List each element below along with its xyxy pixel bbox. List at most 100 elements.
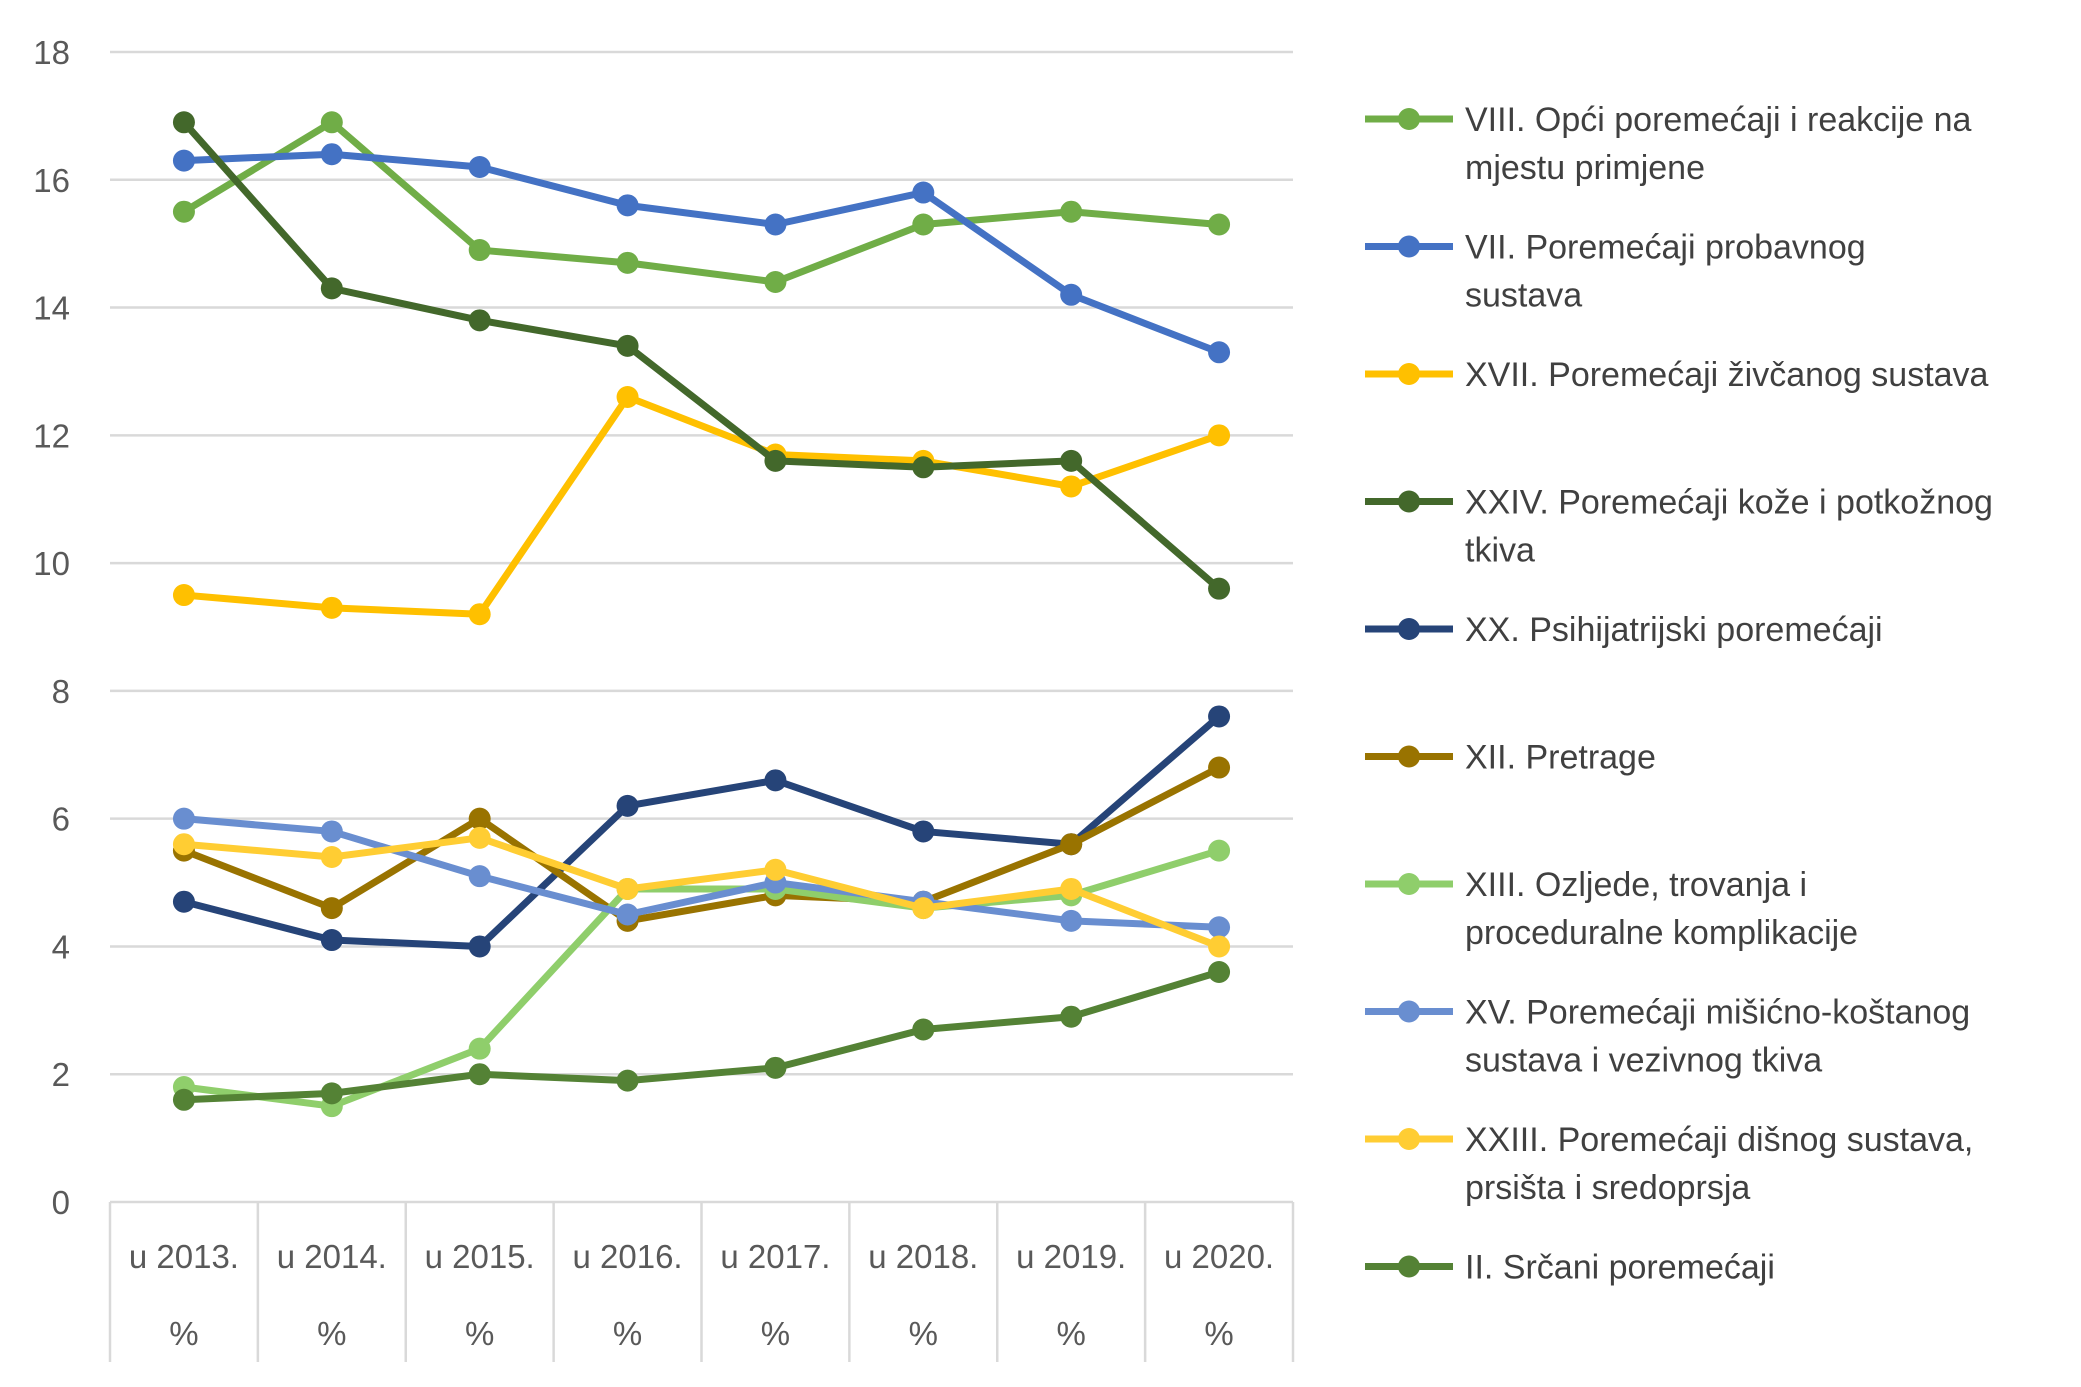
legend-item: XX. Psihijatrijski poremećaji xyxy=(1365,611,1883,649)
data-point xyxy=(320,111,343,134)
legend: VIII. Opći poremećaji i reakcije na mjest… xyxy=(1365,101,1993,1287)
data-point xyxy=(320,846,343,868)
legend-swatch-marker xyxy=(1398,235,1420,258)
y-tick-label: 10 xyxy=(33,545,70,582)
data-point xyxy=(1208,916,1231,939)
data-point xyxy=(320,143,343,166)
data-point xyxy=(320,897,343,920)
data-point xyxy=(320,820,343,843)
legend-label: XXIII. Poremećaji dišnog sustava, xyxy=(1465,1121,1973,1159)
series-line xyxy=(180,847,1223,1110)
data-point xyxy=(616,194,639,217)
legend-swatch-marker xyxy=(1398,873,1420,895)
series-line xyxy=(180,968,1223,1104)
series-line xyxy=(180,764,1223,925)
data-point xyxy=(1208,705,1231,728)
data-point xyxy=(172,111,195,134)
data-point xyxy=(616,251,639,274)
axes: 0 2 4 6 8 10 12 14 16 18 u 2013.% u 2014.% u 2015.% u… xyxy=(33,34,1295,1362)
y-tick-label: 0 xyxy=(52,1184,70,1221)
series-4 xyxy=(172,111,1231,600)
series-10 xyxy=(172,961,1231,1111)
data-point xyxy=(912,213,935,236)
x-tick-unit-label: % xyxy=(1204,1315,1233,1352)
series-line xyxy=(180,118,1223,286)
y-tick-label: 18 xyxy=(33,34,70,71)
data-point xyxy=(1060,833,1083,856)
data-point xyxy=(468,603,491,626)
data-point xyxy=(468,239,491,262)
legend-item: II. Srčani poremećaji xyxy=(1365,1249,1775,1287)
data-point xyxy=(912,1018,935,1041)
x-tick-unit-label: % xyxy=(909,1315,938,1352)
data-point xyxy=(320,929,343,952)
data-point xyxy=(1208,577,1231,600)
data-point xyxy=(1208,213,1231,236)
data-point xyxy=(764,858,787,881)
y-tick-label: 16 xyxy=(33,162,70,199)
data-point xyxy=(320,277,343,300)
legend-label: XXIV. Poremećaji kože i potkožnog xyxy=(1465,484,1993,522)
data-point xyxy=(172,833,195,856)
data-point xyxy=(1060,475,1083,498)
x-tick-label: u 2015. xyxy=(425,1238,535,1275)
legend-item: VIII. Opći poremećaji i reakcije na mjest… xyxy=(1365,101,1972,187)
legend-swatch-marker xyxy=(1398,363,1420,385)
series-1 xyxy=(172,111,1231,293)
plot-area xyxy=(172,111,1231,1118)
data-point xyxy=(172,584,195,607)
x-tick-label: u 2019. xyxy=(1016,1238,1126,1275)
data-point xyxy=(468,935,491,958)
legend-swatch-marker xyxy=(1398,1255,1420,1278)
data-point xyxy=(320,1082,343,1105)
data-point xyxy=(616,877,639,900)
legend-swatch-marker xyxy=(1398,108,1420,130)
data-point xyxy=(1208,341,1231,364)
y-tick-label: 2 xyxy=(52,1056,70,1093)
legend-label: mjestu primjene xyxy=(1465,149,1705,187)
y-tick-label: 14 xyxy=(33,290,70,327)
series-5 xyxy=(172,705,1231,958)
x-tick-label: u 2020. xyxy=(1164,1238,1274,1275)
legend-item: XXIII. Poremećaji dišnog sustava, prsišta… xyxy=(1365,1121,1973,1207)
data-point xyxy=(320,596,343,619)
data-point xyxy=(616,1069,639,1092)
series-line xyxy=(180,815,1223,931)
gridlines xyxy=(110,50,1293,1076)
legend-swatch-marker xyxy=(1398,1000,1420,1023)
series-line xyxy=(180,150,1223,356)
data-point xyxy=(764,1056,787,1079)
legend-label: XIII. Ozljede, trovanja i xyxy=(1465,866,1807,904)
data-point xyxy=(912,456,935,479)
y-tick-label: 6 xyxy=(52,801,70,838)
x-tick-label: u 2014. xyxy=(277,1238,387,1275)
series-line xyxy=(180,834,1223,950)
x-tick-unit-label: % xyxy=(317,1315,346,1352)
x-tick-label: u 2016. xyxy=(573,1238,683,1275)
data-point xyxy=(172,149,195,172)
data-point xyxy=(1060,283,1083,306)
data-point xyxy=(616,903,639,926)
legend-label: sustava xyxy=(1465,277,1582,315)
data-point xyxy=(764,271,787,293)
data-point xyxy=(172,1088,195,1111)
y-tick-label: 12 xyxy=(33,417,70,454)
data-point xyxy=(616,334,639,357)
series-2 xyxy=(172,143,1231,364)
data-point xyxy=(764,213,787,236)
y-tick-label: 8 xyxy=(52,673,70,710)
data-point xyxy=(468,826,491,849)
series-line xyxy=(180,118,1223,593)
data-point xyxy=(912,181,935,204)
data-point xyxy=(1060,909,1083,932)
x-tick-unit-label: % xyxy=(761,1315,790,1352)
data-point xyxy=(616,794,639,817)
legend-swatch-marker xyxy=(1398,1128,1420,1150)
data-point xyxy=(1060,449,1083,472)
data-point xyxy=(468,865,491,888)
legend-swatch-marker xyxy=(1398,745,1420,768)
legend-item: VII. Poremećaji probavnog sustava xyxy=(1365,229,1866,315)
legend-label: XV. Poremećaji mišićno-koštanog xyxy=(1465,994,1970,1032)
legend-label: XVII. Poremećaji živčanog sustava xyxy=(1465,356,1989,394)
x-tick-unit-label: % xyxy=(613,1315,642,1352)
